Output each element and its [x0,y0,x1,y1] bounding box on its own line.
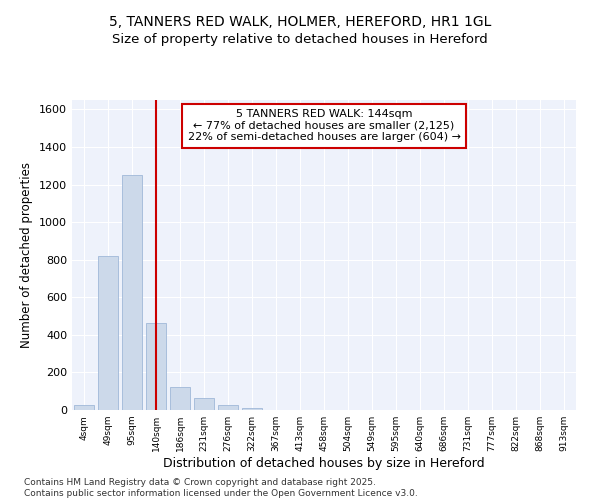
Y-axis label: Number of detached properties: Number of detached properties [20,162,34,348]
Bar [170,386,190,410]
Text: 5 TANNERS RED WALK: 144sqm
← 77% of detached houses are smaller (2,125)
22% of s: 5 TANNERS RED WALK: 144sqm ← 77% of deta… [187,110,461,142]
Bar [98,256,118,410]
Bar [74,406,94,410]
Text: Size of property relative to detached houses in Hereford: Size of property relative to detached ho… [112,32,488,46]
Text: Contains HM Land Registry data © Crown copyright and database right 2025.
Contai: Contains HM Land Registry data © Crown c… [24,478,418,498]
Bar [242,408,262,410]
Text: 5, TANNERS RED WALK, HOLMER, HEREFORD, HR1 1GL: 5, TANNERS RED WALK, HOLMER, HEREFORD, H… [109,15,491,29]
Bar [146,322,166,410]
X-axis label: Distribution of detached houses by size in Hereford: Distribution of detached houses by size … [163,457,485,470]
Bar [122,175,142,410]
Bar [194,398,214,410]
Bar [218,406,238,410]
